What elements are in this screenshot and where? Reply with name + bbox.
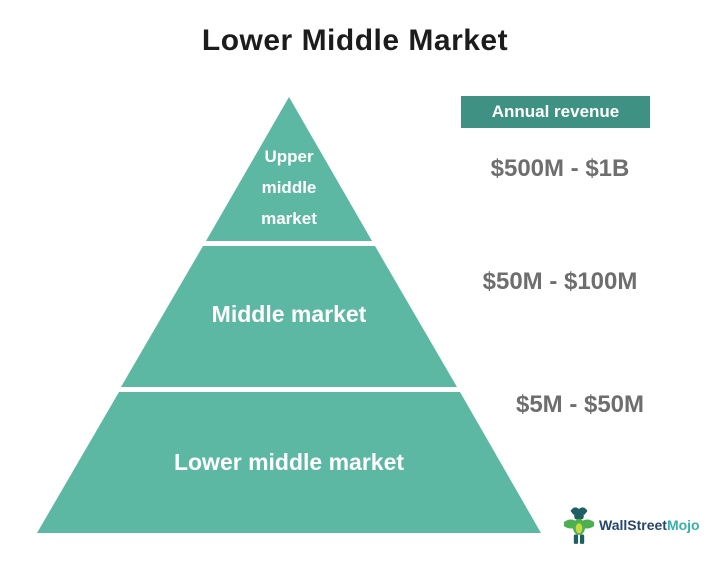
- wallstreetmojo-logo: WallStreetMojo: [562, 503, 700, 547]
- bull-mascot-icon: [563, 507, 595, 544]
- pyramid-tier-middle: [121, 246, 457, 387]
- page-title: Lower Middle Market: [201, 24, 509, 57]
- logo-wordmark: WallStreetMojo: [599, 517, 700, 533]
- pyramid-tier-lower: [37, 392, 541, 533]
- pyramid-tier-upper: [206, 97, 372, 241]
- logo-wordmark-mojo: Mojo: [666, 517, 700, 533]
- revenue-range-middle: $50M - $100M: [482, 268, 638, 295]
- tier-label-upper-middle-market: Upper middle market: [209, 141, 369, 234]
- revenue-range-upper: $500M - $1B: [490, 155, 630, 182]
- logo-wordmark-wallstreet: WallStreet: [599, 517, 667, 533]
- tier-label-lower-middle-market: Lower middle market: [173, 449, 405, 475]
- annual-revenue-header-badge: Annual revenue: [461, 96, 650, 128]
- tier-label-line: Upper: [264, 147, 314, 166]
- tier-label-line: middle: [261, 178, 317, 197]
- tier-label-middle-market: Middle market: [211, 301, 367, 327]
- revenue-range-lower: $5M - $50M: [515, 391, 645, 418]
- tier-label-line: market: [261, 209, 317, 228]
